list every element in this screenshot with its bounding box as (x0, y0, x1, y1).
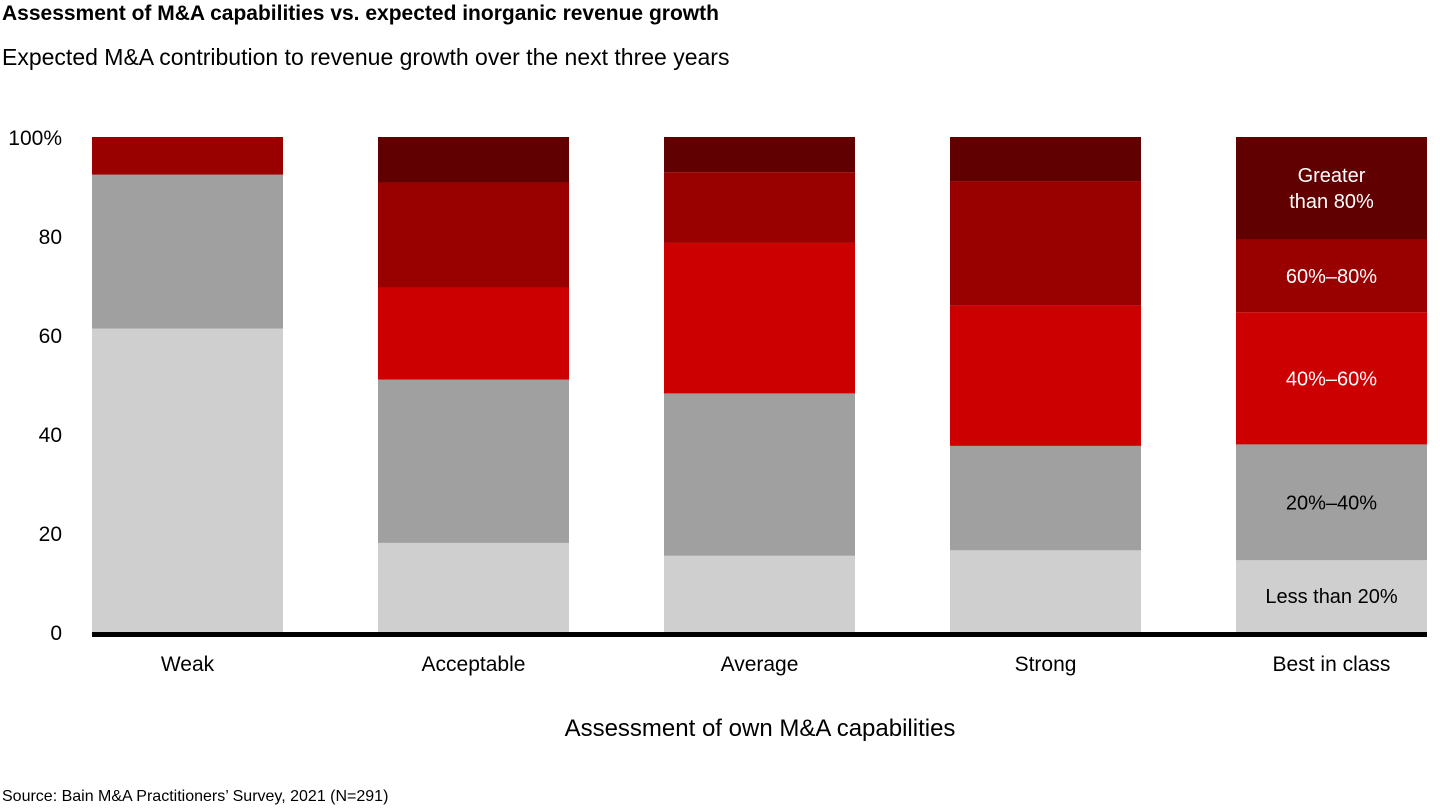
bar-segment (664, 172, 855, 243)
bar-stack (950, 137, 1141, 632)
bar-segment (378, 542, 569, 632)
legend-label: 60%–80% (1286, 266, 1377, 288)
bar-segment (1236, 444, 1427, 561)
x-axis-label: Assessment of own M&A capabilities (565, 715, 956, 742)
bar-segment (950, 305, 1141, 446)
bar-segment (1236, 137, 1427, 240)
bar-segment (1236, 312, 1427, 445)
legend-label: 20%–40% (1286, 492, 1377, 514)
bar-stack (378, 137, 569, 632)
bar-segment (378, 287, 569, 380)
bar-segment (1236, 560, 1427, 632)
bar-segment (664, 242, 855, 394)
bar-segment (664, 555, 855, 632)
y-tick-label: 40 (39, 424, 62, 447)
y-tick-label: 0 (50, 622, 62, 645)
y-tick-label: 100% (8, 127, 62, 150)
y-tick-label: 20 (39, 523, 62, 546)
y-tick-label: 80 (39, 226, 62, 249)
bar-segment (664, 393, 855, 556)
stacked-bar-chart: 0 20 40 60 80 100% Weak Acceptable Average Stron… (8, 127, 1427, 742)
bar-segment (950, 137, 1141, 182)
chart-subtitle: Expected M&A contribution to revenue gro… (2, 44, 730, 70)
x-tick-label: Acceptable (422, 653, 526, 676)
bar-segment (378, 137, 569, 183)
x-tick-label: Average (721, 653, 799, 676)
in-bar-legend: Less than 20% 20%–40% 40%–60% 60%–80% Greate… (1265, 165, 1398, 608)
bar-stack (664, 137, 855, 632)
bar-stack (92, 137, 283, 632)
bar-segment (92, 328, 283, 632)
source-note: Source: Bain M&A Practitioners’ Survey, … (2, 788, 389, 805)
bar-segment (378, 379, 569, 543)
bar-segment (950, 550, 1141, 632)
chart-title: Assessment of M&A capabilities vs. expec… (2, 2, 719, 25)
bar-segment (664, 137, 855, 173)
legend-label: Less than 20% (1265, 586, 1398, 608)
x-tick-label: Weak (161, 653, 215, 676)
bar-segment (378, 182, 569, 288)
y-tick-label: 60 (39, 325, 62, 348)
y-axis-ticks: 0 20 40 60 80 100% (8, 127, 62, 645)
legend-label: Greater than 80% (1289, 165, 1374, 213)
legend-label: 40%–60% (1286, 368, 1377, 390)
bar-stack (1236, 137, 1427, 632)
x-axis-ticks: Weak Acceptable Average Strong Best in class (161, 653, 1391, 676)
x-tick-label: Strong (1015, 653, 1077, 676)
bars (92, 137, 1427, 632)
bar-segment (92, 174, 283, 329)
bar-segment (1236, 239, 1427, 313)
bar-segment (92, 137, 283, 175)
bar-segment (950, 445, 1141, 551)
x-tick-label: Best in class (1273, 653, 1391, 676)
bar-segment (950, 181, 1141, 306)
